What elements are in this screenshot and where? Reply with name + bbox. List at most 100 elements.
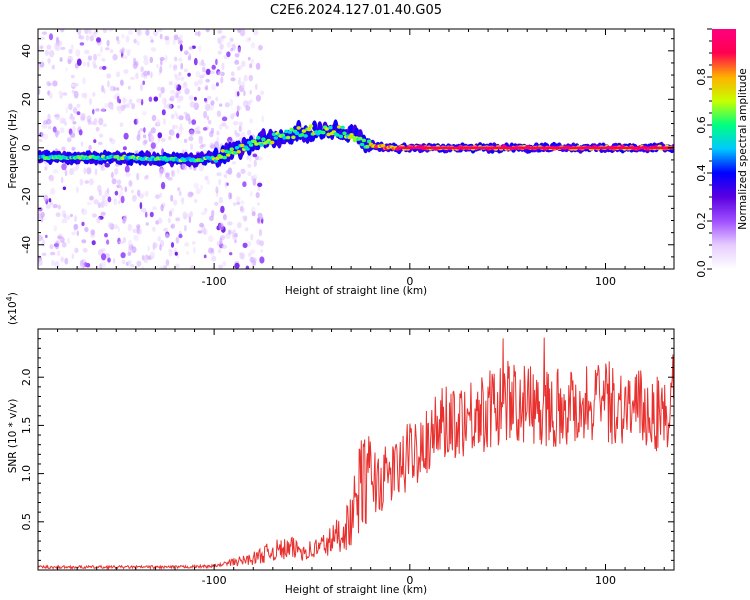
spectrogram-noise-cell xyxy=(148,96,153,102)
spectrogram-noise-cell xyxy=(208,119,212,125)
spectrogram-noise-cell xyxy=(165,233,169,239)
spectrogram-noise-cell xyxy=(261,115,264,123)
spectrogram-ridge-cell xyxy=(254,142,259,146)
spectrogram-noise-cell xyxy=(150,127,156,134)
spectrogram-noise-cell xyxy=(152,242,158,249)
spectrogram-noise-cell xyxy=(160,181,166,190)
spectrogram-noise-cell xyxy=(230,71,235,77)
spectrogram-noise-cell xyxy=(93,53,97,61)
spectrogram-noise-cell xyxy=(184,50,189,55)
spectrogram-noise-cell xyxy=(258,44,263,51)
spectrogram-noise-cell xyxy=(131,189,134,194)
spectrogram-noise-cell xyxy=(174,251,178,256)
spectrogram-noise-cell xyxy=(110,49,114,54)
spectrogram-noise-cell xyxy=(79,42,85,46)
spectrogram-noise-cell xyxy=(184,242,190,247)
spectrogram-noise-cell xyxy=(53,225,58,232)
spectrogram-noise-cell xyxy=(51,260,55,266)
spectrogram-noise-cell xyxy=(218,39,222,44)
spectrogram-noise-cell xyxy=(221,62,225,71)
spectrogram-noise-cell xyxy=(160,204,164,212)
spectrogram-noise-cell xyxy=(131,103,136,110)
spectrogram-noise-cell xyxy=(170,208,175,213)
spectrogram-noise-cell xyxy=(54,113,60,121)
spectrogram-noise-cell xyxy=(69,169,75,175)
spectrogram-noise-cell xyxy=(172,66,177,72)
spectrogram-noise-cell xyxy=(245,37,251,43)
spectrogram-noise-cell xyxy=(101,107,106,113)
spectrogram-noise-cell xyxy=(173,82,178,90)
spectrogram-noise-cell xyxy=(168,80,173,86)
spectrogram-noise-cell xyxy=(236,110,240,117)
spectrogram-noise-cell xyxy=(164,35,170,41)
spectrogram-y-tick-label: 40 xyxy=(20,44,33,58)
spectrogram-noise-cell xyxy=(223,173,227,178)
spectrogram-noise-cell xyxy=(96,53,102,57)
spectrogram-noise-cell xyxy=(188,129,195,136)
spectrogram-noise-cell xyxy=(101,58,106,62)
spectrogram-noise-cell xyxy=(38,234,43,242)
spectrogram-noise-cell xyxy=(59,117,65,124)
spectrogram-noise-cell xyxy=(206,95,212,100)
spectrogram-noise-cell xyxy=(121,55,128,59)
spectrogram-ridge-cell xyxy=(337,125,342,129)
colorbar-bar xyxy=(712,29,736,269)
spectrogram-noise-cell xyxy=(73,223,79,230)
spectrogram-noise-cell xyxy=(41,252,47,256)
spectrogram-noise-cell xyxy=(58,90,63,96)
spectrogram-noise-cell xyxy=(219,237,223,246)
spectrogram-noise-cell xyxy=(66,215,71,220)
spectrogram-noise-cell xyxy=(120,195,125,204)
spectrogram-noise-cell xyxy=(109,137,113,142)
spectrogram-noise-cell xyxy=(239,106,242,110)
spectrogram-noise-cell xyxy=(93,64,98,69)
spectrogram-noise-cell xyxy=(41,239,46,247)
spectrogram-noise-cell xyxy=(143,75,147,79)
spectrogram-noise-cell xyxy=(150,47,157,52)
spectrogram-noise-cell xyxy=(126,51,130,57)
spectrogram-noise-cell xyxy=(90,121,96,125)
spectrogram-noise-cell xyxy=(127,85,131,90)
spectrogram-noise-cell xyxy=(121,47,125,54)
spectrogram-noise-cell xyxy=(204,103,211,112)
spectrogram-noise-cell xyxy=(255,192,260,199)
spectrogram-ridge-cell xyxy=(289,127,294,132)
spectrogram-noise-cell xyxy=(224,102,230,108)
spectrogram-noise-cell xyxy=(86,167,92,175)
spectrogram-noise-cell xyxy=(161,97,167,105)
spectrogram-ylabel: Frequency (Hz) xyxy=(7,109,19,188)
spectrogram-noise-cell xyxy=(153,96,159,102)
spectrogram-ridge-cell xyxy=(270,140,275,145)
spectrogram-noise-cell xyxy=(217,29,223,34)
spectrogram-noise-cell xyxy=(125,48,132,54)
spectrogram-ridge-cell xyxy=(282,136,287,140)
spectrogram-noise-cell xyxy=(221,116,228,122)
spectrogram-noise-cell xyxy=(245,265,250,269)
spectrogram-noise-cell xyxy=(52,203,58,209)
spectrogram-noise-cell xyxy=(210,144,216,149)
spectrogram-noise-cell xyxy=(136,172,140,181)
spectrogram-noise-cell xyxy=(71,83,75,88)
spectrogram-noise-cell xyxy=(132,62,138,70)
spectrogram-noise-cell xyxy=(142,134,147,139)
spectrogram-noise-cell xyxy=(138,228,142,235)
spectrogram-noise-cell xyxy=(219,43,224,50)
spectrogram-noise-cell xyxy=(182,82,188,89)
spectrogram-noise-cell xyxy=(249,249,256,255)
spectrogram-noise-cell xyxy=(247,56,251,61)
colorbar-tick-label: 0.2 xyxy=(695,212,708,230)
spectrogram-noise-cell xyxy=(119,122,124,127)
spectrogram-noise-cell xyxy=(190,264,196,269)
colorbar-tick-label: 0.0 xyxy=(695,260,708,278)
spectrogram-noise-cell xyxy=(79,178,84,186)
spectrogram-noise-cell xyxy=(226,41,232,48)
spectrogram-ridge-cell xyxy=(287,130,293,134)
spectrogram-noise-cell xyxy=(136,40,140,46)
spectrogram-noise-cell xyxy=(161,138,166,142)
spectrogram-noise-cell xyxy=(243,74,248,82)
spectrogram-noise-cell xyxy=(143,70,149,77)
spectrogram-noise-cell xyxy=(259,256,265,264)
spectrogram-noise-cell xyxy=(60,46,66,51)
spectrogram-noise-cell xyxy=(57,250,61,257)
spectrogram-noise-cell xyxy=(222,213,227,221)
